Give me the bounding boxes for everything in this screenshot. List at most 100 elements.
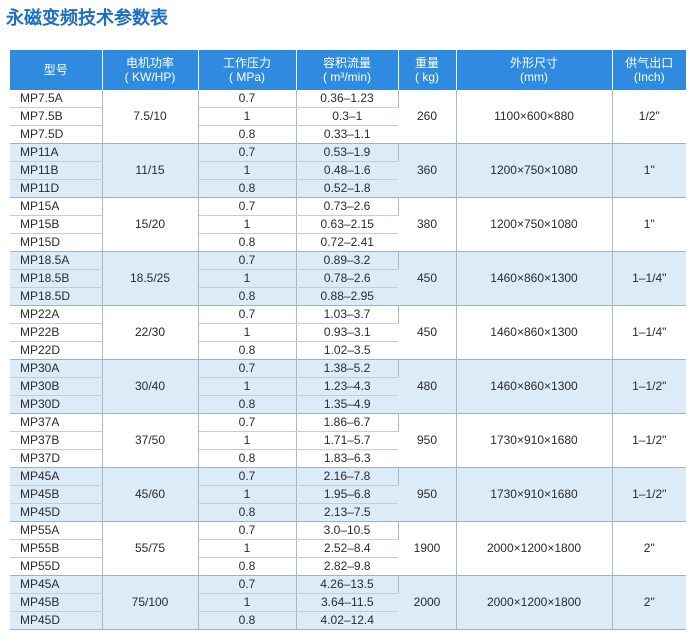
flow-cell: 1.86–6.7 (296, 413, 399, 432)
flow-cell: 2.16–7.8 (296, 467, 399, 486)
pressure-cell: 0.7 (198, 413, 297, 432)
model-cell: MP45B (10, 485, 103, 504)
model-cell: MP37A (10, 413, 103, 432)
weight-cell: 2000 (398, 575, 457, 630)
power-cell: 45/60 (102, 467, 199, 522)
pressure-cell: 0.7 (198, 305, 297, 324)
flow-cell: 3.64–11.5 (296, 593, 398, 612)
flow-cell: 1.71–5.7 (296, 431, 398, 450)
flow-cell: 1.23–4.3 (296, 377, 398, 396)
flow-cell: 1.35–4.9 (296, 395, 398, 414)
table-row: MP22B 1 0.93–3.1 (10, 323, 686, 342)
flow-cell: 0.48–1.6 (296, 161, 398, 180)
pressure-cell: 0.8 (198, 233, 297, 252)
model-cell: MP7.5A (10, 90, 103, 108)
dimension-cell: 1200×750×1080 (456, 143, 613, 198)
table-row: MP7.5D 0.8 0.33–1.1 (10, 125, 686, 144)
weight-cell: 450 (398, 251, 457, 306)
pressure-cell: 0.8 (198, 449, 297, 468)
table-row: MP45A 75/100 0.7 4.26–13.5 2000 2000×1200×180… (10, 575, 686, 630)
header-outlet-unit: (Inch) (633, 70, 665, 84)
pressure-cell: 0.7 (198, 143, 297, 162)
table-row: MP45B 1 3.64–11.5 (10, 593, 686, 612)
outlet-cell: 1–1/4" (612, 251, 686, 306)
model-cell: MP22B (10, 323, 103, 342)
model-cell: MP22A (10, 305, 103, 324)
flow-cell: 0.89–3.2 (296, 251, 399, 270)
pressure-cell: 0.8 (198, 341, 297, 360)
outlet-cell: 1–1/2" (612, 359, 686, 414)
header-pressure: 工作压力 ( MPa) (197, 50, 296, 90)
power-cell: 7.5/10 (102, 90, 199, 144)
table-row: MP11D 0.8 0.52–1.8 (10, 179, 686, 198)
table-row: MP30A 30/40 0.7 1.38–5.2 480 1460×860×1300 1–1… (10, 359, 686, 414)
dimension-cell: 1460×860×1300 (456, 359, 613, 414)
pressure-cell: 1 (198, 323, 297, 342)
weight-cell: 950 (398, 413, 457, 468)
model-cell: MP18.5D (10, 287, 103, 306)
pressure-cell: 0.8 (198, 557, 297, 576)
power-cell: 18.5/25 (102, 251, 199, 306)
flow-cell: 2.52–8.4 (296, 539, 398, 558)
outlet-cell: 1" (612, 143, 686, 198)
model-cell: MP30A (10, 359, 103, 378)
flow-cell: 0.88–2.95 (296, 287, 398, 306)
model-cell: MP11A (10, 143, 103, 162)
table-row: MP45D 0.8 2.13–7.5 (10, 503, 686, 522)
flow-cell: 3.0–10.5 (296, 521, 399, 540)
pressure-cell: 1 (198, 485, 297, 504)
header-outlet-label: 供气出口 (625, 56, 674, 70)
model-cell: MP11D (10, 179, 103, 198)
model-cell: MP45D (10, 503, 103, 522)
outlet-cell: 1–1/2" (612, 413, 686, 468)
dimension-cell: 2000×1200×1800 (456, 521, 613, 576)
spec-table: 型号 电机功率 ( KW/HP) 工作压力 ( MPa) 容积流量 ( m³/m… (10, 50, 686, 630)
pressure-cell: 0.7 (198, 359, 297, 378)
pressure-cell: 0.8 (198, 179, 297, 198)
flow-cell: 0.73–2.6 (296, 197, 399, 216)
table-row: MP18.5B 1 0.78–2.6 (10, 269, 686, 288)
power-cell: 15/20 (102, 197, 199, 252)
dimension-cell: 1100×600×880 (456, 90, 613, 144)
header-outlet: 供气出口 (Inch) (611, 50, 686, 90)
table-row: MP18.5D 0.8 0.88–2.95 (10, 287, 686, 306)
power-cell: 22/30 (102, 305, 199, 360)
table-row: MP22D 0.8 1.02–3.5 (10, 341, 686, 360)
header-model: 型号 (10, 50, 102, 90)
model-cell: MP7.5B (10, 107, 103, 126)
dimension-cell: 1460×860×1300 (456, 305, 613, 360)
outlet-cell: 2" (612, 575, 686, 630)
flow-cell: 0.3–1 (296, 107, 398, 126)
table-row: MP37D 0.8 1.83–6.3 (10, 449, 686, 468)
model-cell: MP30B (10, 377, 103, 396)
model-cell: MP15B (10, 215, 103, 234)
model-cell: MP37D (10, 449, 103, 468)
table-row: MP7.5B 1 0.3–1 (10, 107, 686, 126)
table-row: MP45A 45/60 0.7 2.16–7.8 950 1730×910×1680 1–1… (10, 467, 686, 522)
flow-cell: 1.02–3.5 (296, 341, 398, 360)
header-dimension-label: 外形尺寸 (509, 56, 558, 70)
weight-cell: 950 (398, 467, 457, 522)
model-cell: MP30D (10, 395, 103, 414)
weight-cell: 1900 (398, 521, 457, 576)
header-power-unit: ( KW/HP) (124, 70, 176, 84)
model-cell: MP45A (10, 467, 103, 486)
flow-cell: 4.26–13.5 (296, 575, 399, 594)
model-cell: MP45B (10, 593, 103, 612)
flow-cell: 2.13–7.5 (296, 503, 398, 522)
header-flow-unit: ( m³/min) (323, 70, 371, 84)
outlet-cell: 1/2" (612, 90, 686, 144)
table-header-row: 型号 电机功率 ( KW/HP) 工作压力 ( MPa) 容积流量 ( m³/m… (10, 50, 686, 90)
header-model-label: 型号 (43, 63, 68, 77)
table-row: MP55B 1 2.52–8.4 (10, 539, 686, 558)
header-flow: 容积流量 ( m³/min) (295, 50, 398, 90)
table-row: MP15B 1 0.63–2.15 (10, 215, 686, 234)
pressure-cell: 0.8 (198, 287, 297, 306)
table-row: MP45D 0.8 4.02–12.4 (10, 611, 686, 630)
outlet-cell: 1–1/2" (612, 467, 686, 522)
dimension-cell: 1730×910×1680 (456, 467, 613, 522)
power-cell: 37/50 (102, 413, 199, 468)
table-row: MP15A 15/20 0.7 0.73–2.6 380 1200×750×1080 1" (10, 197, 686, 252)
power-cell: 75/100 (102, 575, 199, 630)
model-cell: MP15A (10, 197, 103, 216)
